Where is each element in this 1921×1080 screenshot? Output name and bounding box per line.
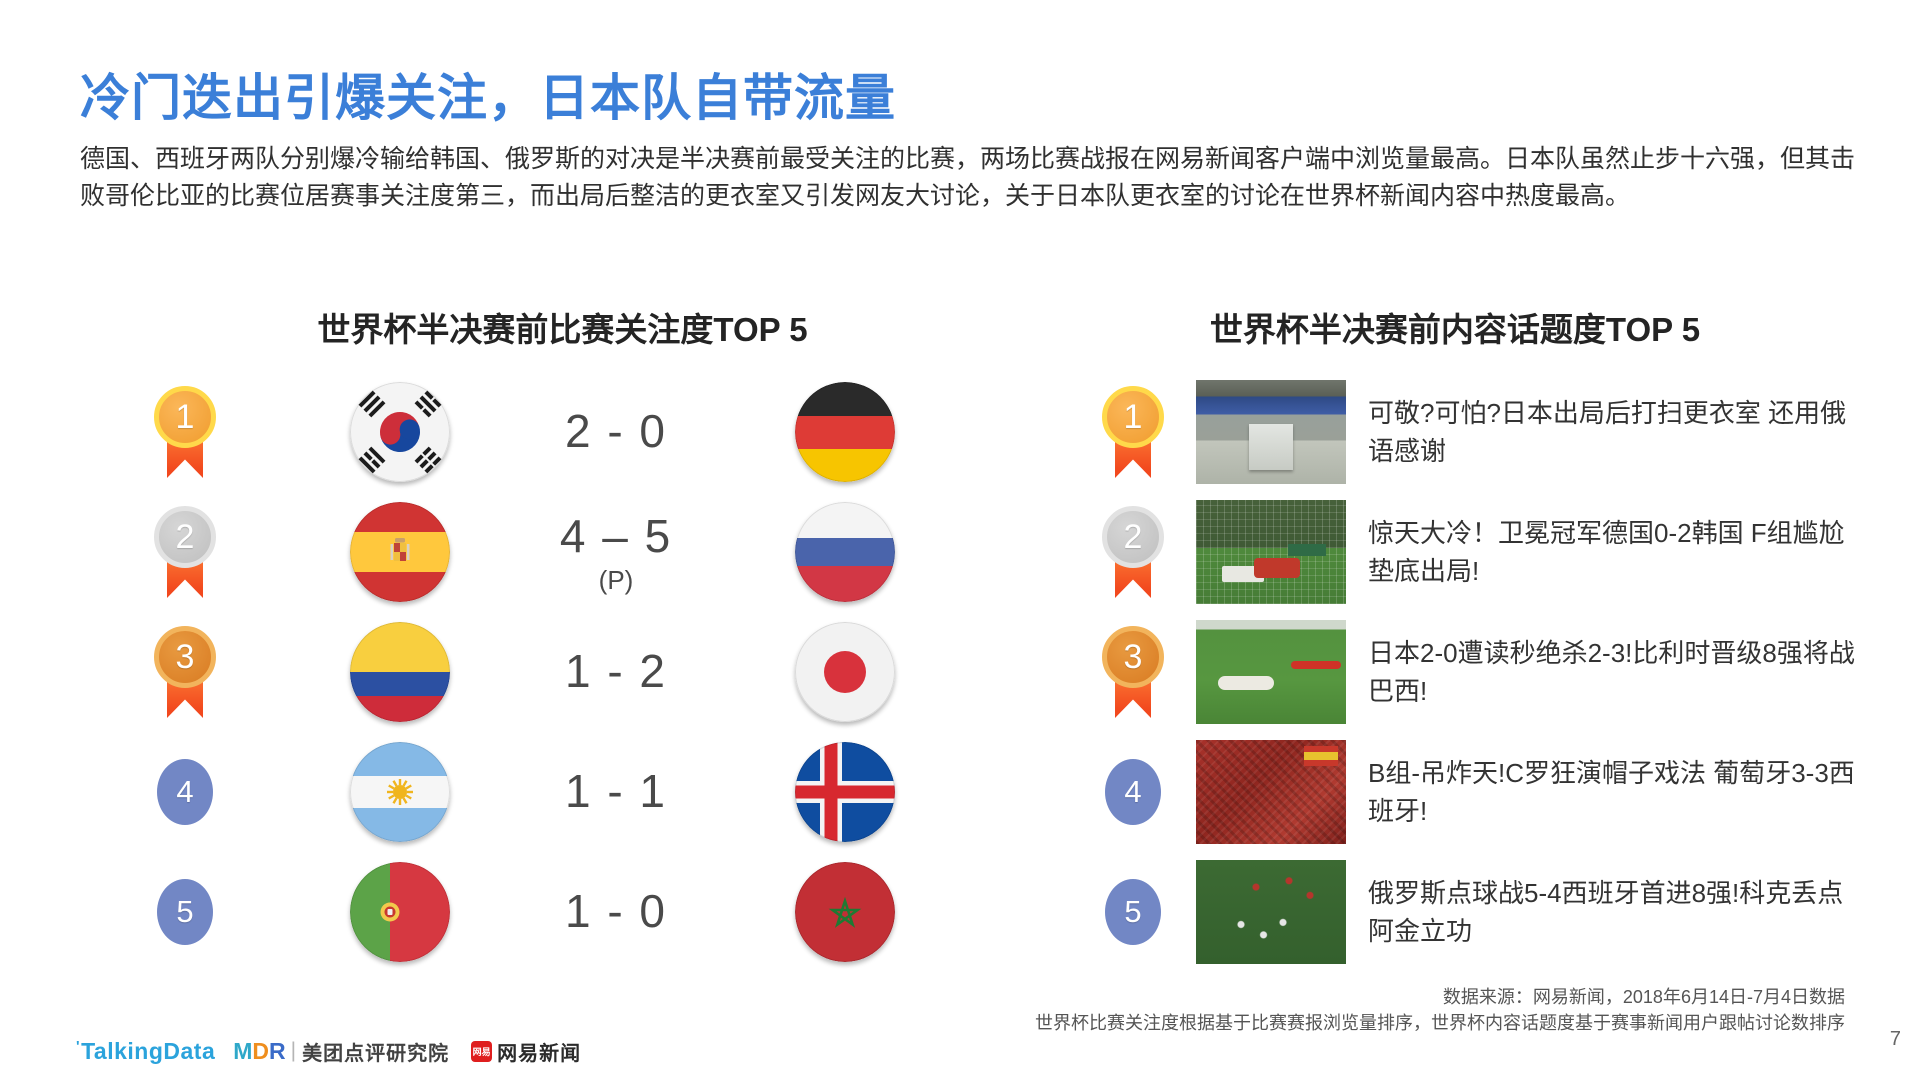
news-headline: 惊天大冷！卫冕冠军德国0-2韩国 F组尴尬垫底出局! [1368,518,1845,586]
rank-5-badge-icon: 5 [1100,874,1166,950]
news-ranking-list: 1 可敬?可怕?日本出局后打扫更衣室 还用俄语感谢 2 惊天大冷！卫冕冠军德国0… [1080,372,1880,972]
rank-number: 3 [175,637,195,676]
mdr-letter-r: R [269,1037,286,1064]
match-row-1: 1 [80,372,1060,492]
rank-number: 4 [176,774,194,809]
rank-number: 1 [175,397,195,436]
rank-2-medal-icon: 2 [152,496,218,608]
news-headline: 俄罗斯点球战5-4西班牙首进8强!科克丢点阿金立功 [1368,878,1844,946]
match-row-4: 4 [80,732,1060,852]
rank-number: 1 [1123,397,1143,436]
rank-number: 5 [176,894,194,929]
flag-south-korea-icon [350,382,450,482]
news-thumbnail-players-on-pitch [1196,620,1346,724]
news-headline: B组-吊炸天!C罗狂演帽子戏法 葡萄牙3-3西班牙! [1368,758,1855,826]
flag-colombia-icon [350,622,450,722]
match-row-5: 5 1 - 0 [80,852,1060,972]
news-row-3: 3 日本2-0遭读秒绝杀2-3!比利时晋级8强将战巴西! [1080,612,1880,732]
match-score: 1 - 1 [564,765,668,817]
talkingdata-logo: ' TalkingData [76,1038,215,1065]
flag-morocco-icon [795,862,895,962]
flag-portugal-icon [350,862,450,962]
news-headline: 日本2-0遭读秒绝杀2-3!比利时晋级8强将战巴西! [1368,638,1855,706]
talkingdata-tick-icon: ' [76,1037,81,1055]
netease-app-icon: 网易 [471,1040,493,1062]
rank-3-medal-icon: 3 [1100,616,1166,728]
rank-number: 4 [1124,774,1142,809]
netease-news-logo: 网易 网易新闻 [471,1037,581,1066]
meituan-research-label: 美团点评研究院 [302,1042,450,1065]
mdr-letter-m: M [233,1037,253,1064]
match-row-3: 3 1 - 2 [80,612,1060,732]
left-panel-header: 世界杯半决赛前比赛关注度TOP 5 [317,311,808,348]
talkingdata-label: TalkingData [81,1037,216,1064]
page-title: 冷门迭出引爆关注，日本队自带流量 [80,70,896,126]
match-score: 4 – 5 (P) [559,509,673,595]
mdr-letter-d: D [252,1037,270,1064]
rank-5-badge-icon: 5 [152,874,218,950]
meituan-dianping-research-logo: M D R | 美团点评研究院 [233,1037,449,1066]
rank-4-badge-icon: 4 [152,754,218,830]
flag-germany-icon [795,382,895,482]
rank-4-badge-icon: 4 [1100,754,1166,830]
right-panel-header: 世界杯半决赛前内容话题度TOP 5 [1209,311,1701,348]
logo-separator: | [290,1039,297,1062]
flag-iceland-icon [795,742,895,842]
match-score: 2 - 0 [564,405,668,457]
data-source-line2: 世界杯比赛关注度根据基于比赛赛报浏览量排序，世界杯内容话题度基于赛事新闻用户跟帖… [1035,1013,1845,1033]
flag-russia-icon [795,502,895,602]
flag-japan-icon [795,622,895,722]
rank-1-medal-icon: 1 [152,376,218,488]
news-row-2: 2 惊天大冷！卫冕冠军德国0-2韩国 F组尴尬垫底出局! [1080,492,1880,612]
rank-number: 2 [175,517,195,556]
news-thumbnail-red-crowd [1196,740,1346,844]
news-thumbnail-goal-scene [1196,500,1346,604]
news-row-4: 4 B组-吊炸天!C罗狂演帽子戏法 葡萄牙3-3西班牙! [1080,732,1880,852]
rank-number: 5 [1124,894,1142,929]
rank-2-medal-icon: 2 [1100,496,1166,608]
page-number: 7 [1889,1028,1901,1050]
intro-paragraph: 德国、西班牙两队分别爆冷输给韩国、俄罗斯的对决是半决赛前最受关注的比赛，两场比赛… [80,145,1856,210]
footer-logos: ' TalkingData M D R | 美团点评研究院 网易 网易新闻 [76,1036,581,1066]
match-row-2: 2 [80,492,1060,612]
news-headline: 可敬?可怕?日本出局后打扫更衣室 还用俄语感谢 [1368,398,1847,466]
flag-spain-icon [350,502,450,602]
news-thumbnail-locker-room [1196,380,1346,484]
match-score: 1 - 0 [564,885,668,937]
news-row-1: 1 可敬?可怕?日本出局后打扫更衣室 还用俄语感谢 [1080,372,1880,492]
news-thumbnail-team-celebration [1196,860,1346,964]
flag-argentina-icon [350,742,450,842]
rank-number: 3 [1123,637,1143,676]
match-ranking-list: 1 [80,372,1060,972]
rank-3-medal-icon: 3 [152,616,218,728]
netease-news-label: 网易新闻 [497,1042,582,1065]
match-score: 1 - 2 [564,645,668,697]
data-source-note: 数据来源：网易新闻，2018年6月14日-7月4日数据 世界杯比赛关注度根据基于… [1035,984,1845,1036]
rank-number: 2 [1123,517,1143,556]
rank-1-medal-icon: 1 [1100,376,1166,488]
data-source-line1: 数据来源：网易新闻，2018年6月14日-7月4日数据 [1442,987,1845,1007]
news-row-5: 5 俄罗斯点球战5-4西班牙首进8强!科克丢点阿金立功 [1080,852,1880,972]
